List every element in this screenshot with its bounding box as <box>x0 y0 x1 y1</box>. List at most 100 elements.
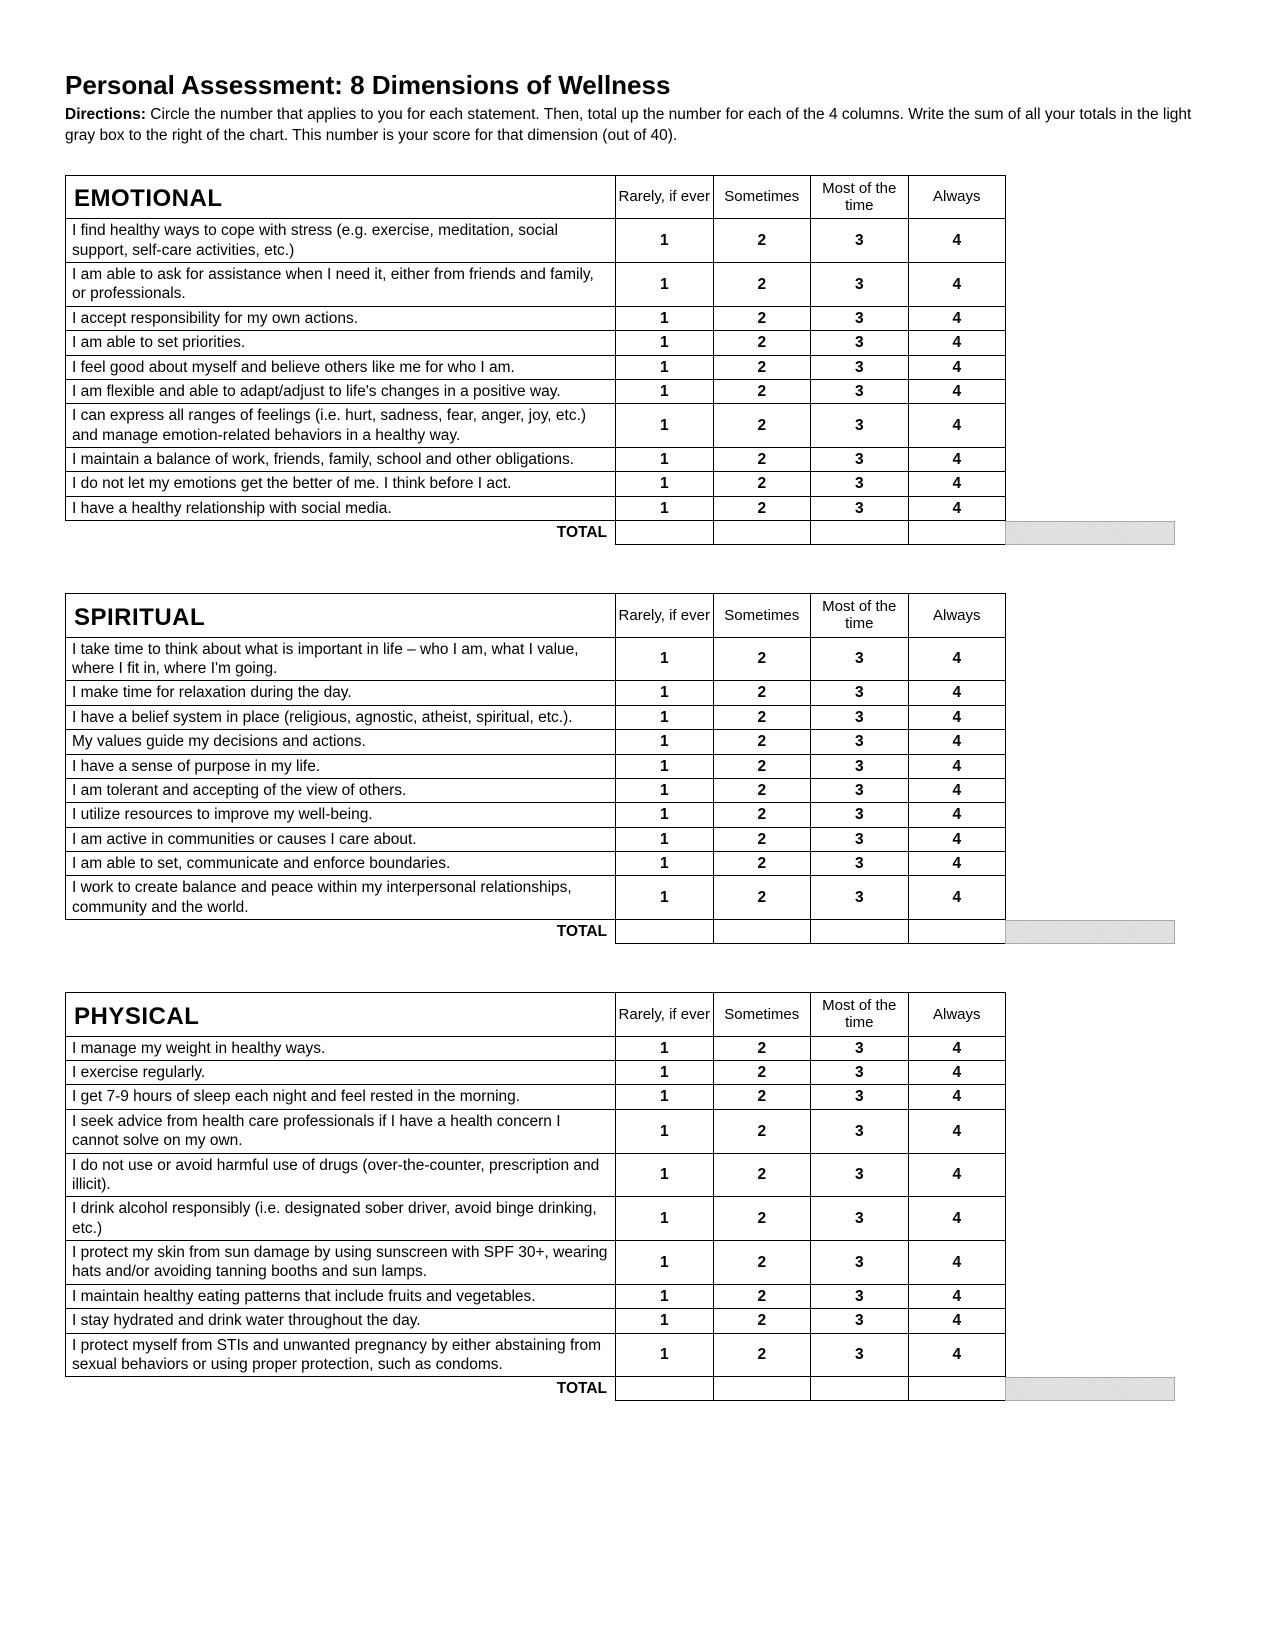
rating-cell[interactable]: 3 <box>811 1241 909 1285</box>
rating-cell[interactable]: 3 <box>811 306 909 330</box>
column-total-cell[interactable] <box>616 1377 714 1401</box>
rating-cell[interactable]: 3 <box>811 1085 909 1109</box>
rating-cell[interactable]: 2 <box>713 705 811 729</box>
rating-cell[interactable]: 4 <box>908 803 1006 827</box>
rating-cell[interactable]: 3 <box>811 219 909 263</box>
rating-cell[interactable]: 3 <box>811 1153 909 1197</box>
rating-cell[interactable]: 4 <box>908 472 1006 496</box>
rating-cell[interactable]: 4 <box>908 1284 1006 1308</box>
rating-cell[interactable]: 4 <box>908 331 1006 355</box>
rating-cell[interactable]: 1 <box>616 1309 714 1333</box>
rating-cell[interactable]: 3 <box>811 263 909 307</box>
rating-cell[interactable]: 4 <box>908 1241 1006 1285</box>
rating-cell[interactable]: 4 <box>908 1197 1006 1241</box>
rating-cell[interactable]: 4 <box>908 496 1006 520</box>
rating-cell[interactable]: 4 <box>908 404 1006 448</box>
column-total-cell[interactable] <box>811 920 909 944</box>
column-total-cell[interactable] <box>713 920 811 944</box>
rating-cell[interactable]: 1 <box>616 827 714 851</box>
rating-cell[interactable]: 4 <box>908 1309 1006 1333</box>
rating-cell[interactable]: 2 <box>713 803 811 827</box>
rating-cell[interactable]: 1 <box>616 331 714 355</box>
rating-cell[interactable]: 4 <box>908 852 1006 876</box>
rating-cell[interactable]: 2 <box>713 778 811 802</box>
rating-cell[interactable]: 1 <box>616 754 714 778</box>
rating-cell[interactable]: 3 <box>811 1333 909 1377</box>
column-total-cell[interactable] <box>811 521 909 545</box>
rating-cell[interactable]: 4 <box>908 827 1006 851</box>
rating-cell[interactable]: 1 <box>616 1241 714 1285</box>
rating-cell[interactable]: 2 <box>713 1197 811 1241</box>
rating-cell[interactable]: 3 <box>811 379 909 403</box>
rating-cell[interactable]: 4 <box>908 1109 1006 1153</box>
rating-cell[interactable]: 1 <box>616 803 714 827</box>
rating-cell[interactable]: 4 <box>908 730 1006 754</box>
rating-cell[interactable]: 1 <box>616 219 714 263</box>
rating-cell[interactable]: 1 <box>616 778 714 802</box>
rating-cell[interactable]: 3 <box>811 1197 909 1241</box>
rating-cell[interactable]: 2 <box>713 730 811 754</box>
column-total-cell[interactable] <box>713 521 811 545</box>
rating-cell[interactable]: 2 <box>713 1309 811 1333</box>
rating-cell[interactable]: 1 <box>616 681 714 705</box>
rating-cell[interactable]: 2 <box>713 306 811 330</box>
dimension-score-box[interactable] <box>1005 1377 1175 1401</box>
rating-cell[interactable]: 1 <box>616 1197 714 1241</box>
rating-cell[interactable]: 1 <box>616 472 714 496</box>
rating-cell[interactable]: 1 <box>616 1109 714 1153</box>
rating-cell[interactable]: 4 <box>908 306 1006 330</box>
rating-cell[interactable]: 1 <box>616 448 714 472</box>
rating-cell[interactable]: 4 <box>908 263 1006 307</box>
rating-cell[interactable]: 3 <box>811 472 909 496</box>
rating-cell[interactable]: 2 <box>713 1153 811 1197</box>
rating-cell[interactable]: 1 <box>616 379 714 403</box>
rating-cell[interactable]: 1 <box>616 1036 714 1060</box>
rating-cell[interactable]: 4 <box>908 219 1006 263</box>
rating-cell[interactable]: 3 <box>811 754 909 778</box>
rating-cell[interactable]: 3 <box>811 448 909 472</box>
column-total-cell[interactable] <box>616 521 714 545</box>
rating-cell[interactable]: 4 <box>908 355 1006 379</box>
rating-cell[interactable]: 4 <box>908 637 1006 681</box>
rating-cell[interactable]: 1 <box>616 705 714 729</box>
rating-cell[interactable]: 3 <box>811 1309 909 1333</box>
rating-cell[interactable]: 2 <box>713 876 811 920</box>
rating-cell[interactable]: 4 <box>908 681 1006 705</box>
rating-cell[interactable]: 2 <box>713 1036 811 1060</box>
dimension-score-box[interactable] <box>1005 521 1175 545</box>
rating-cell[interactable]: 2 <box>713 681 811 705</box>
rating-cell[interactable]: 4 <box>908 1153 1006 1197</box>
rating-cell[interactable]: 3 <box>811 1284 909 1308</box>
rating-cell[interactable]: 3 <box>811 705 909 729</box>
rating-cell[interactable]: 1 <box>616 1284 714 1308</box>
rating-cell[interactable]: 4 <box>908 448 1006 472</box>
rating-cell[interactable]: 4 <box>908 379 1006 403</box>
rating-cell[interactable]: 2 <box>713 331 811 355</box>
rating-cell[interactable]: 4 <box>908 1061 1006 1085</box>
rating-cell[interactable]: 1 <box>616 306 714 330</box>
rating-cell[interactable]: 2 <box>713 496 811 520</box>
rating-cell[interactable]: 2 <box>713 404 811 448</box>
rating-cell[interactable]: 4 <box>908 876 1006 920</box>
rating-cell[interactable]: 3 <box>811 681 909 705</box>
rating-cell[interactable]: 2 <box>713 219 811 263</box>
rating-cell[interactable]: 1 <box>616 876 714 920</box>
column-total-cell[interactable] <box>908 521 1006 545</box>
rating-cell[interactable]: 3 <box>811 496 909 520</box>
rating-cell[interactable]: 1 <box>616 1153 714 1197</box>
rating-cell[interactable]: 1 <box>616 1061 714 1085</box>
rating-cell[interactable]: 2 <box>713 1061 811 1085</box>
column-total-cell[interactable] <box>908 1377 1006 1401</box>
rating-cell[interactable]: 1 <box>616 1333 714 1377</box>
rating-cell[interactable]: 2 <box>713 355 811 379</box>
rating-cell[interactable]: 3 <box>811 1109 909 1153</box>
rating-cell[interactable]: 1 <box>616 355 714 379</box>
rating-cell[interactable]: 1 <box>616 852 714 876</box>
rating-cell[interactable]: 1 <box>616 404 714 448</box>
column-total-cell[interactable] <box>908 920 1006 944</box>
rating-cell[interactable]: 1 <box>616 637 714 681</box>
rating-cell[interactable]: 4 <box>908 705 1006 729</box>
rating-cell[interactable]: 3 <box>811 803 909 827</box>
rating-cell[interactable]: 2 <box>713 379 811 403</box>
rating-cell[interactable]: 2 <box>713 1109 811 1153</box>
